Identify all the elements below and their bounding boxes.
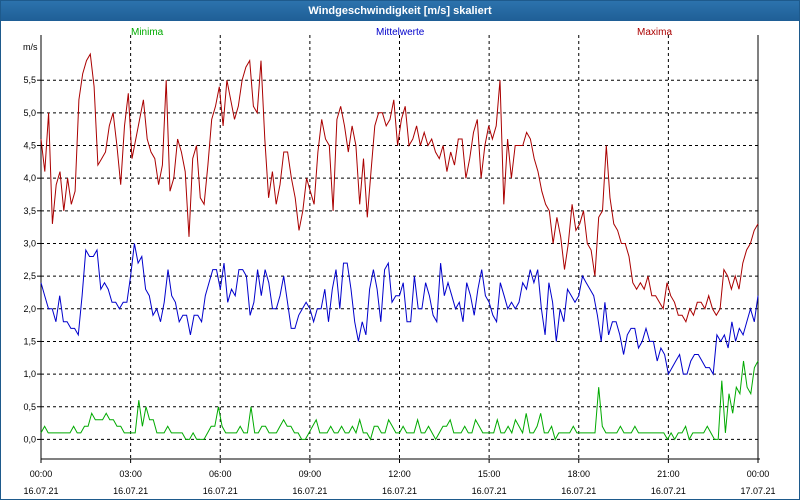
y-tick-label: 5,0 [23, 108, 36, 118]
x-tick-date: 16.07.21 [23, 486, 58, 496]
x-tick-time: 15:00 [478, 469, 501, 479]
x-tick-time: 21:00 [657, 469, 680, 479]
series-line-minima [40, 360, 759, 441]
x-tick-time: 00:00 [30, 469, 53, 479]
y-tick-label: 4,5 [23, 141, 36, 151]
window-title: Windgeschwindigkeit [m/s] skaliert [1, 1, 799, 21]
series-line-mittelwerte [40, 243, 759, 376]
y-tick-label: 1,5 [23, 336, 36, 346]
y-tick-label: 4,0 [23, 173, 36, 183]
x-tick-time: 18:00 [567, 469, 590, 479]
x-tick-date: 16.07.21 [292, 486, 327, 496]
y-axis-unit: m/s [23, 42, 38, 52]
y-tick-label: 3,5 [23, 206, 36, 216]
x-tick-date: 16.07.21 [382, 486, 417, 496]
x-tick-time: 00:00 [747, 469, 770, 479]
x-tick-date: 16.07.21 [203, 486, 238, 496]
x-tick-date: 16.07.21 [651, 486, 686, 496]
y-tick-label: 1,0 [23, 369, 36, 379]
x-tick-time: 12:00 [388, 469, 411, 479]
legend-minima: Minima [131, 27, 164, 38]
legend-mittelwerte: Mittelwerte [376, 27, 425, 38]
x-tick-date: 16.07.21 [472, 486, 507, 496]
series-line-maxima [40, 52, 759, 324]
y-tick-label: 0,5 [23, 402, 36, 412]
y-tick-label: 2,0 [23, 304, 36, 314]
y-tick-label: 3,0 [23, 238, 36, 248]
y-tick-label: 2,5 [23, 271, 36, 281]
x-tick-date: 16.07.21 [561, 486, 596, 496]
x-tick-date: 17.07.21 [740, 486, 775, 496]
x-tick-date: 16.07.21 [113, 486, 148, 496]
y-tick-label: 5,5 [23, 75, 36, 85]
legend-maxima: Maxima [637, 27, 673, 38]
x-tick-time: 09:00 [299, 469, 322, 479]
x-tick-time: 06:00 [209, 469, 232, 479]
x-tick-time: 03:00 [119, 469, 142, 479]
y-tick-label: 0,0 [23, 434, 36, 444]
